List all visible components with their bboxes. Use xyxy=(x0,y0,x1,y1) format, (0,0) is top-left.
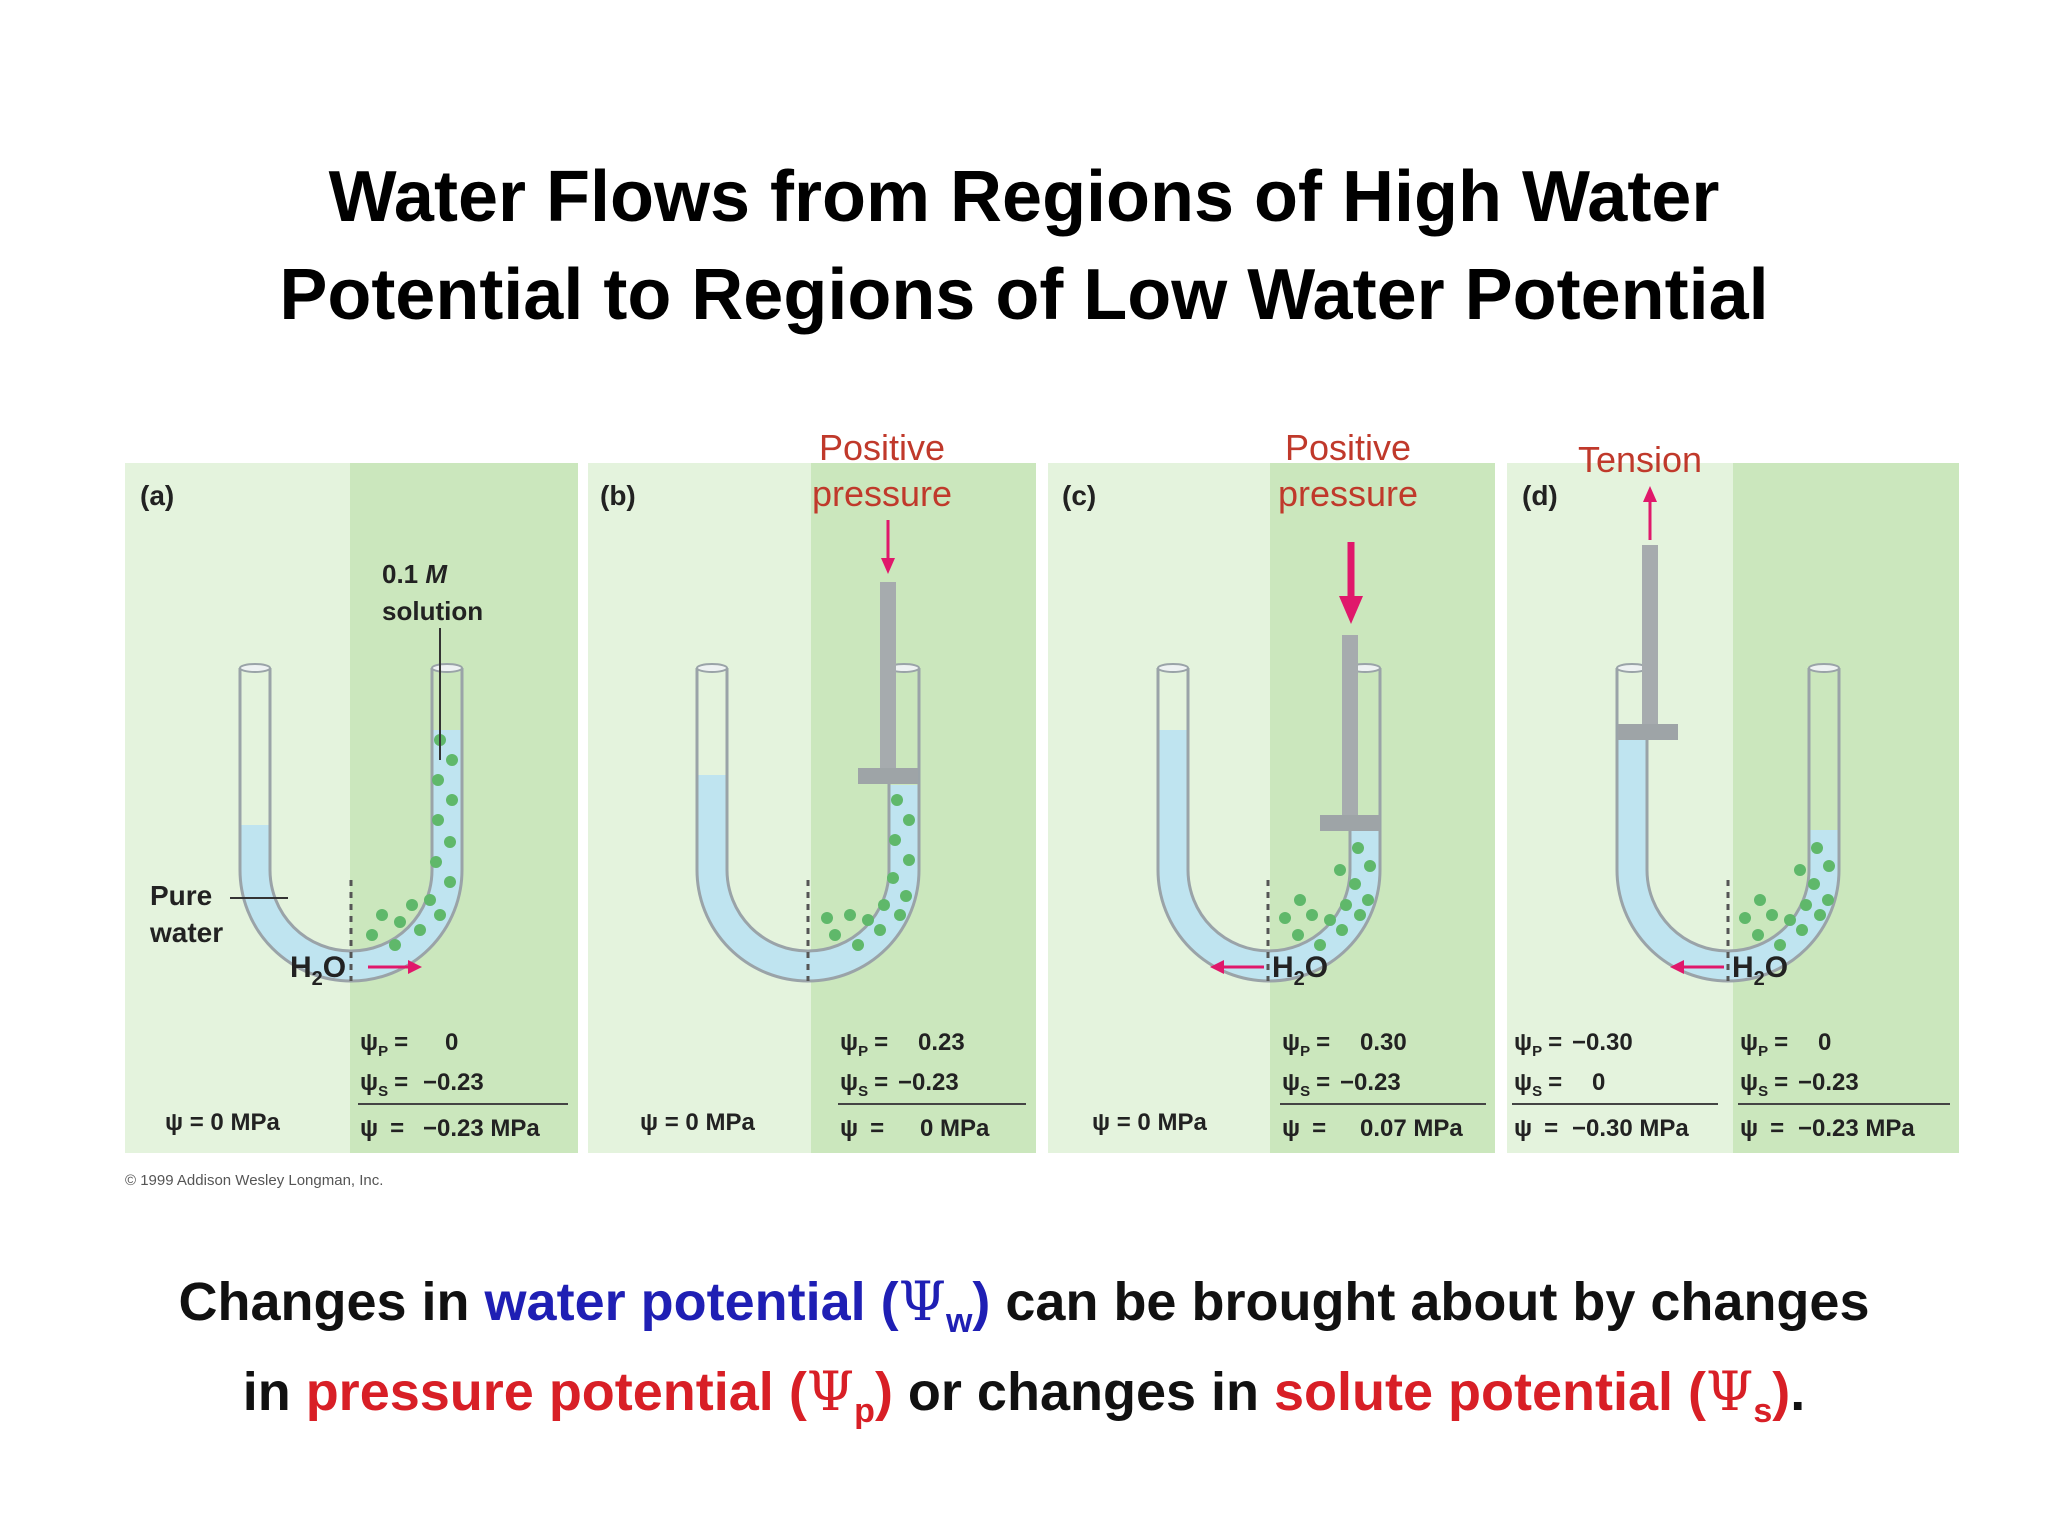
panel-b-label: (b) xyxy=(600,480,636,511)
svg-text:ψ=: ψ = xyxy=(360,1115,404,1142)
u-tube-d-solutes xyxy=(1739,842,1835,951)
copyright-notice: © 1999 Addison Wesley Longman, Inc. xyxy=(125,1172,383,1189)
svg-text:0: 0 xyxy=(445,1029,458,1056)
svg-text:ψS=: ψS = xyxy=(1740,1069,1788,1100)
svg-text:ψS=: ψS = xyxy=(840,1069,888,1100)
panel-a-label: (a) xyxy=(140,480,174,511)
panel-a-left-psi: ψ = 0 MPa xyxy=(165,1109,280,1136)
svg-text:ψS=: ψS = xyxy=(1514,1069,1562,1100)
panel-b: (b) Positive pressure ψ = 0 MPa xyxy=(588,427,1036,1153)
svg-text:ψ=: ψ = xyxy=(840,1115,884,1142)
caption-line-1: Changes in water potential (Ψw) can be b… xyxy=(178,1270,1870,1340)
svg-text:0: 0 xyxy=(1818,1029,1831,1056)
piston-c-rod xyxy=(1342,635,1358,820)
svg-text:ψP=: ψP = xyxy=(360,1029,408,1060)
svg-text:−0.23: −0.23 xyxy=(1340,1069,1401,1096)
pure-water-label-line-1: Pure xyxy=(150,880,212,911)
piston-b-plate xyxy=(858,768,918,784)
svg-text:−0.30: −0.30 xyxy=(1572,1029,1633,1056)
u-tube-c xyxy=(1156,635,1382,983)
solution-label-line-1: 0.1 M xyxy=(382,559,448,589)
svg-text:ψS=: ψS = xyxy=(1282,1069,1330,1100)
svg-text:0.07 MPa: 0.07 MPa xyxy=(1360,1115,1463,1142)
h2o-label-c: H2O xyxy=(1272,951,1328,990)
u-tube-b xyxy=(695,582,921,983)
svg-text:0.23: 0.23 xyxy=(918,1029,965,1056)
panel-c-annotation-2: pressure xyxy=(1278,473,1418,514)
piston-b-rod xyxy=(880,582,896,772)
svg-text:−0.23: −0.23 xyxy=(423,1069,484,1096)
flow-arrow-left-c xyxy=(1210,960,1264,974)
panel-a-left-bg xyxy=(125,463,350,1153)
svg-text:0 MPa: 0 MPa xyxy=(920,1115,990,1142)
u-tube-d xyxy=(1615,545,1841,983)
panel-b-right-values: ψP = 0.23 ψS = −0.23 ψ = 0 MPa xyxy=(838,1029,1026,1142)
panel-b-right-bg xyxy=(811,463,1036,1153)
u-tube-d-water xyxy=(1617,740,1839,981)
svg-text:−0.23: −0.23 xyxy=(1798,1069,1859,1096)
panel-c-left-psi: ψ = 0 MPa xyxy=(1092,1109,1207,1136)
panel-c-right-bg xyxy=(1270,463,1495,1153)
piston-c-plate xyxy=(1320,815,1380,831)
panel-d: (d) Tension H2O xyxy=(1507,439,1959,1153)
svg-text:ψP=: ψP = xyxy=(1282,1029,1330,1060)
svg-text:−0.23 MPa: −0.23 MPa xyxy=(423,1115,540,1142)
caption-line-2: in pressure potential (Ψp) or changes in… xyxy=(242,1360,1806,1430)
svg-text:ψ=: ψ = xyxy=(1740,1115,1784,1142)
panel-d-right-bg xyxy=(1733,463,1959,1153)
svg-text:ψP=: ψP = xyxy=(1740,1029,1788,1060)
title-line-2: Potential to Regions of Low Water Potent… xyxy=(279,255,1769,335)
tension-arrow-d xyxy=(1643,486,1657,540)
svg-text:−0.23: −0.23 xyxy=(898,1069,959,1096)
panel-d-right-values: ψP = 0 ψS = −0.23 ψ = −0.23 MPa xyxy=(1738,1029,1950,1142)
h2o-label-d: H2O xyxy=(1732,951,1788,990)
panel-d-label: (d) xyxy=(1522,480,1558,511)
svg-text:0: 0 xyxy=(1592,1069,1605,1096)
svg-text:ψS=: ψS = xyxy=(360,1069,408,1100)
pressure-arrow-b xyxy=(881,520,895,574)
panel-a-right-values: ψP = 0 ψS = −0.23 ψ = −0.23 MPa xyxy=(358,1029,568,1142)
panel-b-left-psi: ψ = 0 MPa xyxy=(640,1109,755,1136)
panel-c-label: (c) xyxy=(1062,480,1096,511)
panel-c-right-values: ψP = 0.30 ψS = −0.23 ψ = 0.07 MPa xyxy=(1280,1029,1486,1142)
u-tube-b-solutes xyxy=(821,794,915,951)
h2o-label-a: H2O xyxy=(290,951,346,990)
svg-text:ψ=: ψ = xyxy=(1282,1115,1326,1142)
u-tube-c-solutes xyxy=(1279,842,1376,951)
piston-d-plate xyxy=(1618,724,1678,740)
svg-text:−0.30 MPa: −0.30 MPa xyxy=(1572,1115,1689,1142)
svg-text:−0.23 MPa: −0.23 MPa xyxy=(1798,1115,1915,1142)
piston-d-rod xyxy=(1642,545,1658,730)
panel-a: (a) 0.1 M solution Pure water H2O xyxy=(125,463,578,1153)
svg-text:ψ=: ψ = xyxy=(1514,1115,1558,1142)
u-tube-a-left-rim xyxy=(239,663,271,673)
solution-label-line-2: solution xyxy=(382,596,483,626)
panel-d-left-values: ψP = −0.30 ψS = 0 ψ = −0.30 MPa xyxy=(1512,1029,1718,1142)
panel-b-annotation-2: pressure xyxy=(812,473,952,514)
title-line-1: Water Flows from Regions of High Water xyxy=(328,157,1720,237)
pressure-arrow-c xyxy=(1339,542,1363,624)
pure-water-label-line-2: water xyxy=(149,917,223,948)
svg-text:0.30: 0.30 xyxy=(1360,1029,1407,1056)
svg-text:ψP=: ψP = xyxy=(840,1029,888,1060)
panel-a-right-bg xyxy=(350,463,578,1153)
panel-b-annotation-1: Positive xyxy=(819,427,945,468)
slide-title: Water Flows from Regions of High Water P… xyxy=(0,148,2048,344)
panel-c-annotation-1: Positive xyxy=(1285,427,1411,468)
flow-arrow-left-d xyxy=(1670,960,1724,974)
svg-text:ψP=: ψP = xyxy=(1514,1029,1562,1060)
panel-c: (c) Positive pressure xyxy=(1048,427,1495,1153)
flow-arrow-right-a xyxy=(368,960,422,974)
u-tube-c-water xyxy=(1158,730,1380,981)
u-tube-a-right-rim xyxy=(431,663,463,673)
panel-d-annotation: Tension xyxy=(1578,439,1702,480)
